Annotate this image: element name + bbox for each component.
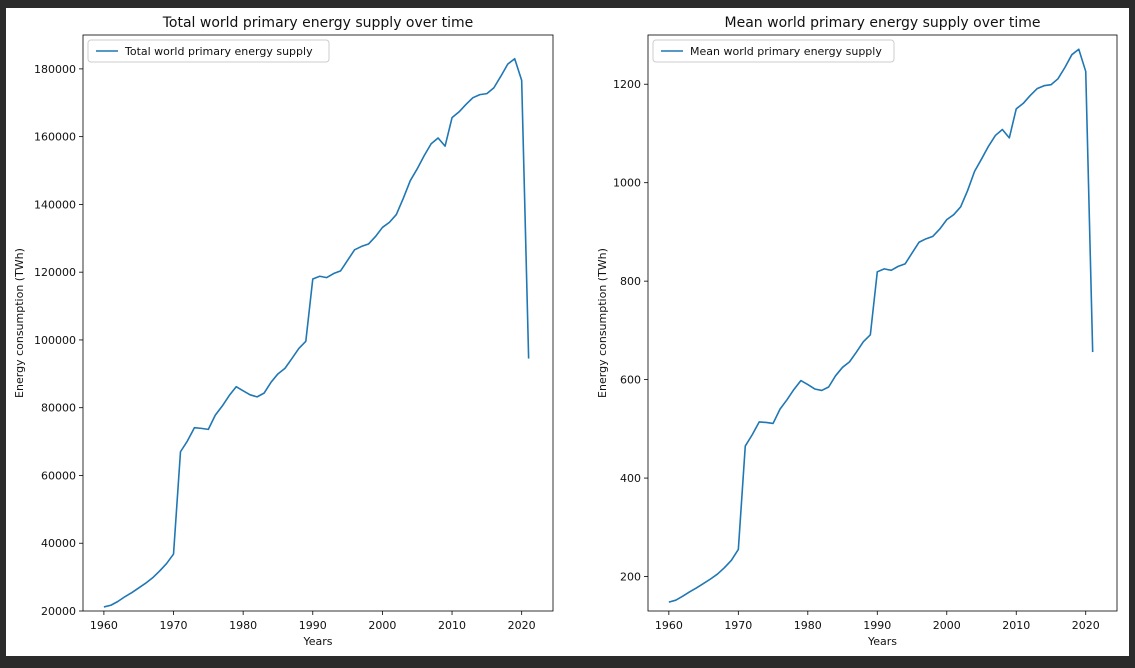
chart-panel-1: Total world primary energy supply over t…	[13, 15, 554, 648]
x-tick-label: 1990	[863, 619, 891, 632]
plot-frame	[647, 34, 1118, 612]
x-tick-label: 2020	[508, 619, 536, 632]
x-tick-label: 1970	[724, 619, 752, 632]
x-tick-label: 2010	[1002, 619, 1030, 632]
y-tick-label: 140000	[34, 198, 76, 211]
x-tick-label: 2010	[438, 619, 466, 632]
y-tick-label: 180000	[34, 63, 76, 76]
x-axis-label: Years	[867, 635, 897, 648]
x-tick-label: 2020	[1072, 619, 1100, 632]
x-tick-label: 1990	[299, 619, 327, 632]
chart-title: Mean world primary energy supply over ti…	[725, 15, 1041, 31]
plot-frame	[82, 34, 554, 612]
y-tick-label: 600	[620, 374, 641, 387]
y-tick-label: 800	[620, 275, 641, 288]
y-tick-label: 400	[620, 472, 641, 485]
y-axis-label: Energy consumption (TWh)	[596, 248, 609, 398]
series-line-1	[668, 48, 1094, 603]
chart-panel-2: Mean world primary energy supply over ti…	[596, 15, 1118, 648]
y-axis-label: Energy consumption (TWh)	[13, 248, 26, 398]
x-tick-label: 1970	[160, 619, 188, 632]
figure: Total world primary energy supply over t…	[6, 8, 1129, 656]
y-tick-label: 60000	[41, 469, 76, 482]
y-tick-label: 120000	[34, 266, 76, 279]
x-tick-label: 1980	[229, 619, 257, 632]
y-tick-label: 1200	[613, 78, 641, 91]
x-tick-label: 1960	[655, 619, 683, 632]
x-axis-label: Years	[302, 635, 332, 648]
legend-label: Mean world primary energy supply	[690, 45, 882, 58]
legend-box	[652, 39, 895, 63]
x-tick-label: 2000	[933, 619, 961, 632]
legend-box	[87, 39, 330, 63]
y-tick-label: 160000	[34, 131, 76, 144]
x-tick-label: 1960	[90, 619, 118, 632]
x-tick-label: 2000	[368, 619, 396, 632]
y-tick-label: 80000	[41, 402, 76, 415]
y-tick-label: 100000	[34, 334, 76, 347]
series-line-1	[103, 57, 530, 608]
chart-title: Total world primary energy supply over t…	[162, 15, 473, 31]
chart-figure: Total world primary energy supply over t…	[13, 15, 1118, 648]
x-tick-label: 1980	[794, 619, 822, 632]
legend-label: Total world primary energy supply	[124, 45, 313, 58]
y-tick-label: 200	[620, 571, 641, 584]
y-tick-label: 20000	[41, 605, 76, 618]
y-tick-label: 1000	[613, 177, 641, 190]
y-tick-label: 40000	[41, 537, 76, 550]
